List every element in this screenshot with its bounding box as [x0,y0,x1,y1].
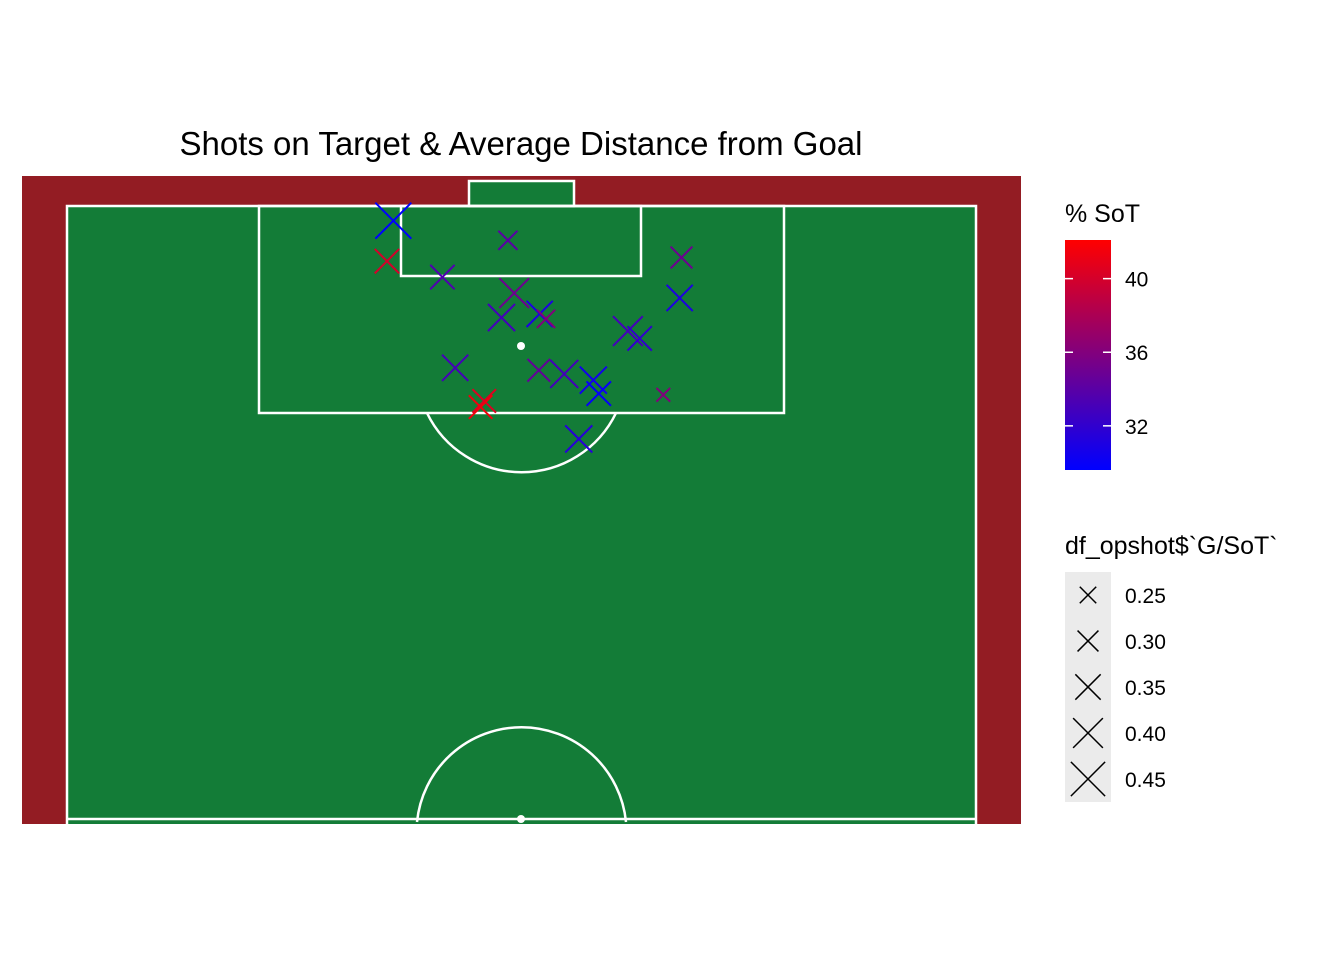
goal [467,179,576,208]
shot-marker-5 [669,245,694,270]
shot-marker-7-stroke [665,284,694,312]
penalty-spot [517,342,525,350]
shot-marker-8 [487,303,516,332]
shot-marker-18 [655,387,671,403]
pitch-field [65,204,978,858]
shot-marker-21 [564,424,594,454]
shot-marker-11-stroke [612,315,644,347]
center-spot [517,815,525,823]
shot-marker-4-stroke [497,230,519,251]
size-legend-key-5 [1070,761,1106,797]
shot-marker-20-stroke [468,394,494,420]
center-circle [415,726,628,823]
size-legend-title: df_opshot$`G/SoT` [1065,532,1278,560]
shot-marker-18-stroke [655,387,671,403]
size-legend-key-3-stroke [1074,673,1102,701]
size-legend-label-3: 0.35 [1125,677,1166,700]
size-legend-key-2-stroke [1077,630,1099,652]
shot-marker-9-stroke [525,300,554,328]
shot-marker-7 [665,284,694,312]
shot-marker-5-stroke [669,245,694,270]
shot-marker-6 [498,277,530,309]
shot-marker-2 [374,248,400,275]
shot-marker-17 [585,380,612,407]
shot-marker-6-stroke [498,277,530,309]
color-legend-title: % SoT [1065,200,1140,228]
color-legend-bar [1065,240,1111,470]
size-legend-label-5: 0.45 [1125,769,1166,792]
size-legend-items: 0.25 0.30 0.35 0.40 0.45 [1070,585,1166,797]
shot-marker-1-stroke [374,202,413,240]
penalty-arc [425,412,618,474]
shot-marker-19 [471,388,497,414]
shot-marker-4 [497,230,519,251]
size-legend: df_opshot$`G/SoT` 0.25 0.30 0.35 0.40 0.45 [1065,532,1278,802]
size-legend-key-4-stroke [1072,717,1104,749]
shot-marker-10 [536,308,556,329]
shot-marker-13-stroke [441,354,469,382]
chart-title: Shots on Target & Average Distance from … [180,125,863,162]
size-legend-label-4: 0.40 [1125,723,1166,746]
panel-bottom-mask [0,824,1044,960]
size-legend-key-4 [1072,717,1104,749]
color-legend-tick-label-3: 40 [1125,269,1148,292]
shot-marker-20 [468,394,494,420]
shot-marker-1 [374,202,413,240]
color-legend: % SoT 32 36 40 [1065,200,1148,470]
shot-marker-9 [525,300,554,328]
shot-marker-16-stroke [579,365,608,395]
size-legend-key-1-stroke [1079,586,1097,604]
shot-marker-17-stroke [585,380,612,407]
shot-marker-12-stroke [626,325,653,352]
shot-marker-13 [441,354,469,382]
size-legend-label-2: 0.30 [1125,631,1166,654]
color-legend-tick-label-2: 36 [1125,342,1148,365]
shot-marker-14 [526,358,551,383]
shot-marker-10-stroke [536,308,556,329]
shot-markers [374,202,694,454]
shot-marker-21-stroke [564,424,594,454]
size-legend-key-3 [1074,673,1102,701]
shot-marker-15 [549,359,579,389]
shot-marker-3-stroke [429,264,456,291]
size-legend-key-1 [1079,586,1097,604]
shot-marker-3 [429,264,456,291]
shot-marker-14-stroke [526,358,551,383]
shot-marker-12 [626,325,653,352]
size-legend-label-1: 0.25 [1125,585,1166,608]
shot-marker-8-stroke [487,303,516,332]
pitch-lines [65,179,978,858]
shot-marker-15-stroke [549,359,579,389]
color-legend-ticks: 32 36 40 [1065,269,1148,439]
size-legend-key-5-stroke [1070,761,1106,797]
color-legend-tick-label-1: 32 [1125,416,1148,439]
six-yard-box [399,204,643,278]
shot-marker-19-stroke [471,388,497,414]
size-legend-key-2 [1077,630,1099,652]
shot-marker-2-stroke [374,248,400,275]
